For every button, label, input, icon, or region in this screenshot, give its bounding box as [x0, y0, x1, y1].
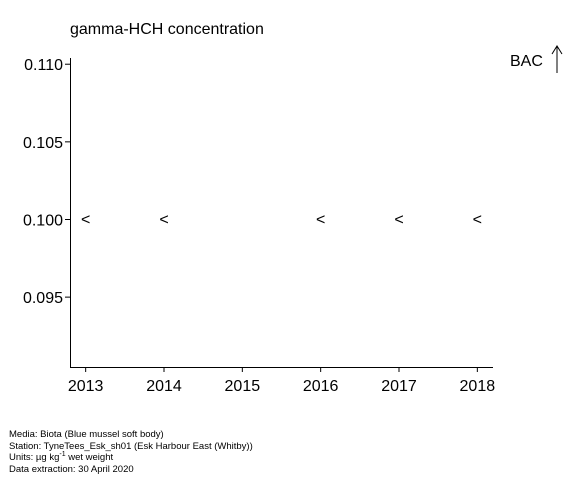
x-tick-label: 2015 [225, 378, 261, 395]
y-tick-label: 0.100 [23, 212, 63, 229]
chart-title: gamma-HCH concentration [70, 21, 264, 38]
y-tick-label: 0.105 [23, 135, 63, 152]
x-tick-label: 2013 [68, 378, 104, 395]
footer-station: Station: TyneTees_Esk_sh01 (Esk Harbour … [9, 440, 253, 452]
y-tick-label: 0.110 [24, 57, 63, 74]
bac-arrowhead-icon [551, 45, 563, 55]
x-ticks: 2013 2014 2015 2016 2017 2018 [68, 367, 495, 395]
footer-units-sup: -1 [59, 451, 66, 459]
data-point: < [316, 211, 325, 228]
footer-units-prefix: Units: µg kg [9, 452, 60, 464]
data-point: < [394, 211, 403, 228]
data-point: < [159, 211, 168, 228]
x-tick-label: 2016 [303, 378, 339, 395]
chart-footer: Media: Biota (Blue mussel soft body) Sta… [9, 429, 253, 475]
bac-label: BAC [510, 53, 543, 70]
footer-units: Units: µg kg-1 wet weight [9, 451, 253, 464]
x-tick-label: 2014 [146, 378, 182, 395]
footer-extraction: Data extraction: 30 April 2020 [9, 463, 134, 475]
footer-units-suffix: wet weight [65, 452, 114, 464]
data-point: < [473, 211, 482, 228]
y-ticks: 0.110 0.105 0.100 0.095 [23, 57, 70, 307]
x-tick-label: 2017 [381, 378, 417, 395]
y-tick-label: 0.095 [23, 290, 63, 307]
x-tick-label: 2018 [460, 378, 496, 395]
data-points: < < < < < [81, 211, 482, 228]
data-point: < [81, 211, 90, 228]
footer-media: Media: Biota (Blue mussel soft body) [9, 429, 164, 440]
chart: gamma-HCH concentration 0.1100.1050.1000… [23, 21, 563, 395]
bac-annotation: BAC [510, 45, 563, 73]
